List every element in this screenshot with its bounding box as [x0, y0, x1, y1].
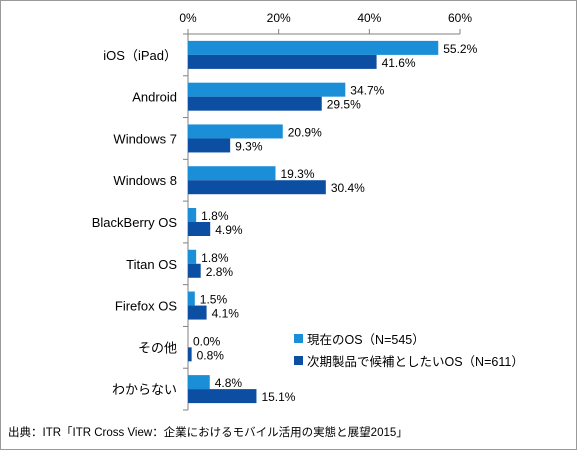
data-label-next: 15.1%: [261, 390, 295, 404]
bar-next: [188, 347, 192, 362]
data-label-current: 20.9%: [288, 125, 322, 139]
bar-current: [188, 166, 276, 181]
data-label-next: 2.8%: [206, 265, 234, 279]
legend-item-current: 現在のOS（N=545）: [294, 327, 524, 349]
data-label-next: 30.4%: [331, 181, 365, 195]
data-label-next: 29.5%: [327, 98, 361, 112]
bar-current: [188, 249, 197, 264]
bar-current: [188, 124, 283, 139]
bar-current: [188, 291, 195, 306]
data-label-next: 9.3%: [235, 139, 263, 153]
category-label: その他: [138, 340, 177, 355]
category-label: Titan OS: [126, 257, 177, 272]
bar-next: [188, 389, 257, 404]
bar-current: [188, 375, 210, 390]
data-label-current: 19.3%: [280, 167, 314, 181]
x-tick-label: 40%: [357, 11, 381, 25]
legend-label-current: 現在のOS（N=545）: [307, 332, 425, 347]
data-label-current: 0.0%: [193, 334, 221, 348]
bar-current: [188, 208, 197, 222]
data-label-current: 55.2%: [443, 42, 477, 56]
source-note: 出典：ITR「ITR Cross View：企業におけるモバイル活用の実態と展望…: [8, 427, 408, 439]
x-tick-label: 20%: [267, 11, 291, 25]
bar-next: [188, 222, 211, 236]
data-label-next: 41.6%: [382, 56, 416, 70]
data-label-current: 1.5%: [200, 293, 228, 307]
bar-next: [188, 54, 377, 69]
bar-next: [188, 305, 207, 320]
category-label: Windows 7: [113, 131, 177, 146]
category-label: わからない: [112, 382, 177, 397]
legend-label-next: 次期製品で候補としたいOS（N=611）: [307, 354, 524, 369]
category-label: iOS（iPad）: [103, 48, 177, 63]
data-label-next: 0.8%: [197, 348, 225, 362]
data-label-next: 4.1%: [212, 307, 240, 321]
x-tick-label: 60%: [448, 11, 472, 25]
data-label-current: 1.8%: [201, 209, 229, 223]
category-label: Windows 8: [113, 173, 177, 188]
data-label-current: 4.8%: [215, 376, 243, 390]
data-label-current: 34.7%: [350, 84, 384, 98]
x-tick-label: 0%: [179, 11, 197, 25]
legend-swatch-next: [294, 355, 303, 365]
data-label-current: 1.8%: [201, 251, 229, 265]
bar-next: [188, 180, 326, 195]
legend: 現在のOS（N=545） 次期製品で候補としたいOS（N=611）: [294, 327, 524, 371]
legend-item-next: 次期製品で候補としたいOS（N=611）: [294, 349, 524, 371]
bar-current: [188, 82, 346, 97]
data-label-next: 4.9%: [215, 223, 243, 237]
bar-current: [188, 40, 439, 55]
legend-swatch-current: [294, 333, 303, 343]
bar-next: [188, 263, 201, 278]
category-label: Android: [132, 90, 177, 105]
bar-next: [188, 138, 231, 153]
category-label: BlackBerry OS: [92, 215, 178, 230]
bar-next: [188, 96, 322, 111]
category-label: Firefox OS: [115, 299, 177, 314]
